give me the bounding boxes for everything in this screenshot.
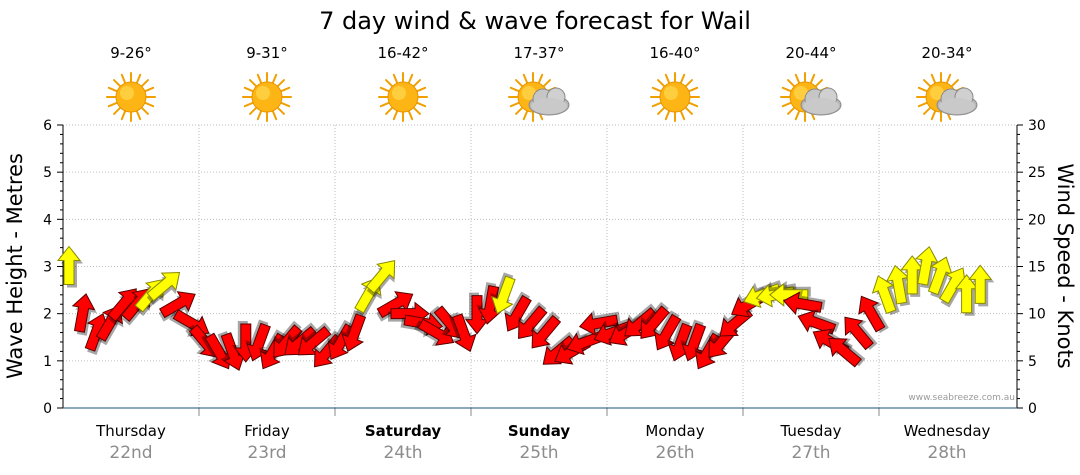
partly-cloudy-icon	[916, 72, 978, 122]
temperature-range: 9-31°	[246, 44, 288, 62]
day-date: 23rd	[247, 443, 286, 463]
weather-row: 9-26° 9-31° 16-42° 17-37° 16-40° 20-44° 20-34°	[106, 44, 978, 122]
wind-arrow	[797, 308, 840, 335]
day-name: Tuesday	[779, 422, 841, 440]
day-name: Friday	[244, 422, 290, 440]
temperature-range: 17-37°	[513, 44, 564, 62]
wind-arrow	[768, 280, 811, 307]
wind-arrow	[490, 272, 516, 315]
day-name: Saturday	[365, 422, 442, 440]
wind-arrow	[914, 246, 941, 289]
left-tick-label: 2	[43, 307, 52, 323]
left-tick-label: 1	[43, 354, 52, 370]
wind-arrow	[340, 310, 367, 353]
sun-icon	[650, 72, 700, 122]
wind-arrow	[653, 310, 682, 351]
day-date: 27th	[791, 443, 830, 463]
wind-arrow	[578, 309, 621, 336]
sun-icon	[242, 72, 292, 122]
axes: 0 1 2 3 4 5 6 0 5 10 15 20 25 30	[43, 118, 1046, 417]
sun-icon	[378, 72, 428, 122]
wind-arrow	[448, 312, 477, 353]
left-axis-label: Wave Height - Metres	[3, 153, 27, 379]
left-tick-label: 5	[43, 165, 52, 181]
wind-arrow	[476, 282, 502, 325]
wind-arrow	[327, 319, 356, 360]
temperature-range: 20-44°	[785, 44, 836, 62]
right-tick-label: 5	[1028, 354, 1037, 370]
left-tick-label: 3	[43, 260, 52, 276]
day-date: 22nd	[109, 443, 152, 463]
wind-arrow	[217, 330, 246, 371]
wind-arrow	[71, 293, 97, 336]
day-name: Thursday	[95, 422, 166, 440]
wind-arrow	[531, 311, 562, 349]
day-date: 26th	[655, 443, 694, 463]
wind-arrows	[56, 245, 995, 371]
wind-arrow	[680, 319, 707, 362]
temperature-range: 20-34°	[921, 44, 972, 62]
right-axis-label: Wind Speed - Knots	[1053, 163, 1077, 368]
wind-arrow	[828, 338, 866, 368]
right-tick-label: 0	[1028, 401, 1037, 417]
day-name: Wednesday	[904, 422, 991, 440]
left-tick-label: 6	[43, 118, 52, 134]
right-tick-label: 20	[1028, 212, 1046, 228]
wind-arrow	[245, 319, 271, 362]
day-labels: Thursday 22nd Friday 23rd Saturday 24th Sunday…	[95, 422, 990, 463]
wind-arrow	[146, 271, 181, 305]
left-tick-label: 4	[43, 212, 52, 228]
wind-arrow	[968, 264, 995, 307]
right-tick-label: 15	[1028, 260, 1046, 276]
gridlines	[63, 124, 1017, 416]
temperature-range: 16-42°	[377, 44, 428, 62]
sun-icon	[106, 72, 156, 122]
chart-title: 7 day wind & wave forecast for Wail	[319, 7, 751, 35]
right-tick-label: 25	[1028, 165, 1046, 181]
day-date: 24th	[383, 443, 422, 463]
temperature-range: 16-40°	[649, 44, 700, 62]
day-date: 28th	[927, 443, 966, 463]
day-name: Sunday	[508, 422, 571, 440]
credit-text: www.seabreeze.com.au	[908, 393, 1015, 403]
wind-arrow	[158, 291, 196, 322]
wind-arrow	[858, 295, 889, 333]
right-tick-label: 30	[1028, 118, 1046, 134]
right-tick-label: 10	[1028, 307, 1046, 323]
temperature-range: 9-26°	[110, 44, 152, 62]
partly-cloudy-icon	[780, 72, 842, 122]
wind-arrow	[927, 256, 954, 299]
partly-cloudy-icon	[508, 72, 570, 122]
wind-arrow	[844, 316, 878, 351]
day-date: 25th	[519, 443, 558, 463]
left-tick-label: 0	[43, 401, 52, 417]
day-name: Monday	[645, 422, 704, 440]
wind-arrow	[782, 289, 826, 316]
wind-arrow	[56, 245, 83, 288]
wind-arrow	[365, 259, 396, 298]
